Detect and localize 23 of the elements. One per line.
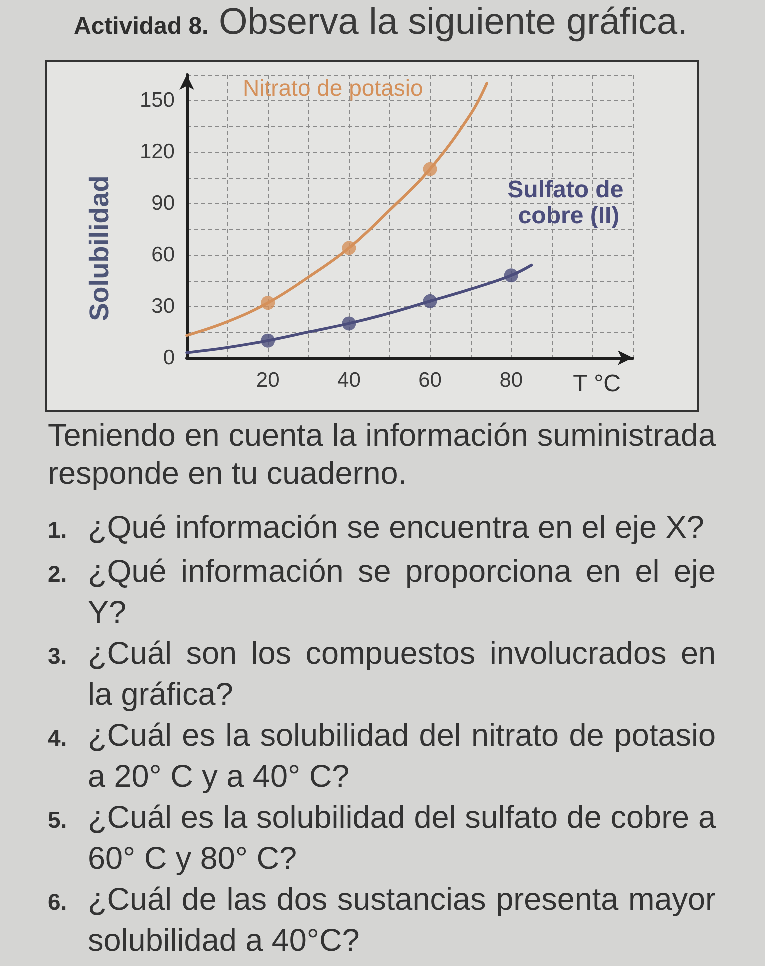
x-tick-label: 40 xyxy=(338,369,361,392)
x-tick-label: 80 xyxy=(500,369,524,392)
x-tick-label: 60 xyxy=(418,369,442,392)
y-tick-label: 120 xyxy=(140,140,175,164)
text: 3. ¿Cuál son los compuestos involucrados en la gráfica? xyxy=(48,635,716,712)
text: 1. ¿Qué información se encuentra en el eje X? xyxy=(48,509,704,547)
series-label: Sulfato de cobre (II) xyxy=(508,176,630,230)
text: 4. ¿Cuál es la solubilidad del nitrato de potasio a 20° C y a 40° C? xyxy=(48,717,716,794)
y-tick-label: 0 xyxy=(163,346,175,370)
y-axis-title: Solubilidad xyxy=(84,176,114,322)
chart-title: Actividad 8. xyxy=(74,13,209,40)
y-tick-label: 30 xyxy=(152,295,175,318)
y-tick-label: 60 xyxy=(152,244,175,267)
y-tick-label: 150 xyxy=(140,89,175,112)
text: Nitrato de potasio xyxy=(243,75,424,101)
x-axis-title: T °C xyxy=(573,370,621,398)
y-tick-label: 90 xyxy=(152,192,175,216)
x-tick-label: 20 xyxy=(256,369,280,392)
text: 6. ¿Cuál de las dos sustancias presenta mayor solubilidad a 40°C? xyxy=(48,881,716,958)
chart-subtitle: Observa la siguiente gráfica. xyxy=(218,1,688,42)
text: 2. ¿Qué información se proporciona en el eje Y? xyxy=(48,553,716,630)
text: Teniendo en cuenta la información suministrada responde en tu cuaderno. xyxy=(48,416,716,492)
text: 5. ¿Cuál es la solubilidad del sulfato de cobre a 60° C y 80° C? xyxy=(48,799,716,876)
